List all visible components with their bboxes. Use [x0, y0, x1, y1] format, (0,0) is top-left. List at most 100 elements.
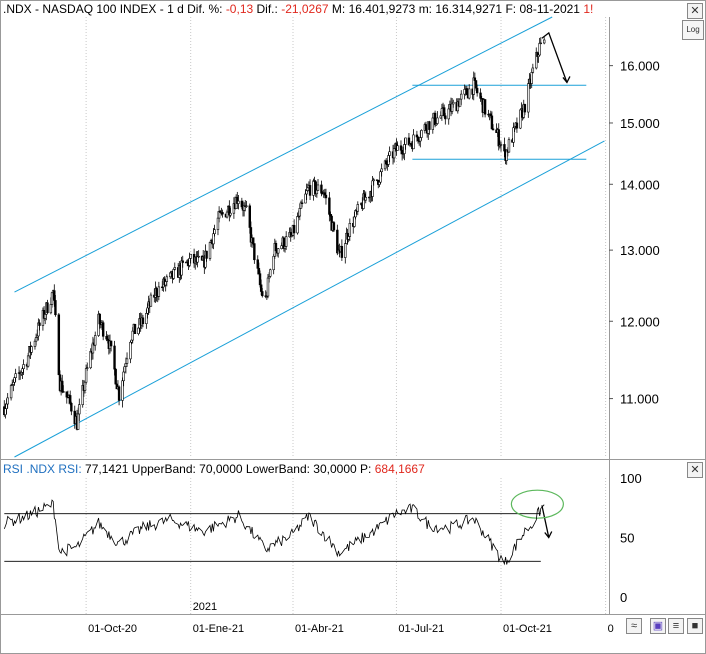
candle-body — [356, 204, 359, 212]
price-tick-label: 14.000 — [620, 177, 660, 192]
candle-body — [54, 300, 57, 316]
candle-body — [208, 242, 212, 259]
candle-body — [452, 101, 455, 105]
candle-body — [419, 137, 422, 142]
candle-body — [460, 93, 463, 100]
rsi-series — [3, 499, 545, 566]
candle-body — [117, 386, 121, 401]
candle-body — [323, 192, 327, 196]
candle-body — [320, 184, 323, 194]
candle-body — [14, 373, 17, 378]
candle-body — [315, 189, 319, 195]
candle-body — [53, 290, 56, 301]
candle-body — [259, 284, 263, 292]
rsi-close-button[interactable]: ✕ — [687, 462, 703, 478]
save-icon: ▣ — [652, 620, 664, 632]
candle-body — [385, 160, 388, 165]
candle-body — [280, 245, 283, 250]
candle-body — [212, 233, 215, 245]
candle-body — [5, 403, 8, 409]
period: 1 d — [167, 2, 184, 16]
candle-body — [113, 345, 116, 370]
close-button[interactable]: ✕ — [687, 3, 703, 19]
candle-body — [512, 127, 515, 143]
candle-body — [245, 205, 248, 207]
candle-body — [89, 350, 92, 369]
scale-toggle-button[interactable]: ≈ — [626, 618, 642, 634]
candle-body — [105, 336, 108, 340]
x-tick-label: 01-Jul-21 — [398, 623, 444, 635]
projection-arrow — [541, 31, 568, 83]
candle-body — [543, 39, 546, 44]
candle-body — [444, 115, 447, 120]
date-value: 08-11-2021 — [519, 2, 580, 16]
candle-body — [428, 121, 431, 130]
candle-body — [392, 148, 396, 159]
candle-body — [298, 208, 302, 217]
candle-body — [169, 272, 172, 278]
candle-body — [424, 124, 428, 130]
candle-body — [21, 368, 24, 373]
candle-body — [216, 217, 220, 230]
candle-body — [372, 179, 375, 182]
color-button[interactable]: ■ — [687, 618, 703, 634]
candle-body — [284, 236, 288, 247]
candle-body — [205, 250, 208, 259]
candle-body — [146, 307, 149, 314]
candle-body — [61, 380, 64, 392]
price-tick-label: 12.000 — [620, 314, 660, 329]
candle-body — [328, 197, 331, 215]
log-scale-button[interactable]: Log — [682, 20, 704, 40]
candle-body — [530, 72, 533, 84]
candle-body — [145, 312, 148, 324]
rsi-symbol: .NDX RSI: — [26, 462, 82, 476]
price-tick-label: 13.000 — [620, 243, 660, 258]
candle-body — [129, 341, 132, 360]
candle-body — [475, 87, 479, 94]
candle-body — [431, 117, 435, 130]
candle-body — [237, 200, 240, 204]
p-label: P: — [360, 462, 372, 476]
zigzag-icon: ≈ — [630, 620, 638, 632]
p-value: 684,1667 — [374, 462, 425, 476]
candle-body — [98, 313, 101, 325]
candle-body — [101, 322, 105, 337]
candle-body — [440, 108, 444, 117]
save-button[interactable]: ▣ — [650, 618, 666, 634]
x-tick-label: 01-Oct-21 — [503, 623, 552, 635]
candle-body — [467, 88, 471, 99]
candle-body — [332, 222, 336, 231]
x-tick-label: 0 — [608, 623, 614, 635]
lower-band-value: 30,0000 — [313, 462, 357, 476]
candle-body — [252, 237, 255, 244]
candle-body — [172, 269, 175, 279]
candle-body — [155, 288, 158, 297]
candle-body — [257, 268, 261, 275]
separator: - — [159, 2, 164, 16]
price-tick-label: 11.000 — [620, 392, 659, 407]
candle-body — [22, 364, 25, 369]
candle-body — [131, 330, 134, 341]
candle-body — [9, 385, 13, 399]
candle-body — [248, 205, 252, 228]
candle-body — [283, 246, 287, 249]
candle-body — [94, 335, 97, 346]
candle-body — [324, 194, 328, 199]
candle-body — [124, 363, 128, 367]
arrow-head — [544, 531, 553, 539]
layout-button[interactable]: ≡ — [668, 618, 684, 634]
rsi-line — [3, 499, 545, 566]
candle-body — [353, 216, 356, 227]
candle-body — [33, 340, 37, 347]
candle-body — [312, 180, 315, 196]
candle-body — [180, 260, 183, 276]
dif-value: -21,0267 — [281, 2, 329, 16]
candle-body — [527, 83, 530, 113]
candle-body — [157, 286, 161, 297]
candle-body — [30, 346, 33, 353]
dif-pct-label: Dif. %: — [187, 2, 223, 16]
candle-body — [387, 155, 390, 165]
candle-body — [114, 368, 117, 385]
candle-body — [433, 112, 437, 126]
candle-body — [316, 184, 320, 191]
